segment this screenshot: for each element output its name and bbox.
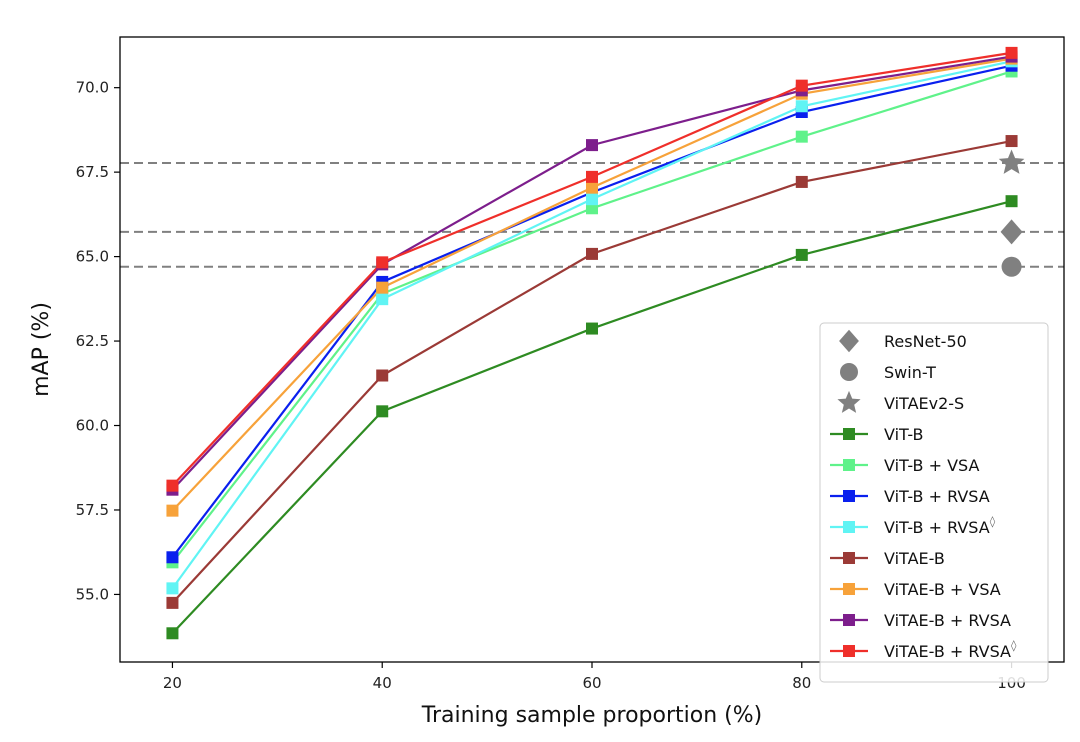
series-5-point — [586, 247, 598, 260]
x-tick-label: 60 — [582, 674, 601, 692]
legend-marker-series-2 — [843, 459, 855, 471]
reference-marker-resnet-50 — [1000, 219, 1023, 245]
x-tick-label: 20 — [163, 674, 182, 692]
legend: ResNet-50 Swin-T ViTAEv2-S ViT-B ViT-B + VSA… — [819, 322, 1049, 683]
y-tick-label: 60.0 — [76, 417, 109, 435]
y-tick-label: 57.5 — [76, 501, 109, 519]
series-5-point — [166, 596, 179, 609]
legend-marker-swin-t — [840, 363, 858, 381]
reference-marker-swin-t — [1001, 256, 1022, 277]
series-5-point — [376, 369, 389, 382]
legend-label: ViTAEv2-S — [884, 394, 964, 413]
legend-marker-vitaev2-s — [837, 390, 861, 413]
series-5-point — [1005, 135, 1018, 148]
legend-label: ViTAE-B + VSA — [884, 580, 1001, 599]
y-tick-label: 62.5 — [76, 332, 109, 350]
legend-label: ResNet-50 — [884, 332, 967, 351]
series-1-point — [586, 322, 598, 335]
series-8-point — [586, 170, 598, 183]
legend-label: ViT-B + VSA — [884, 456, 980, 475]
y-tick-label: 70.0 — [76, 79, 109, 97]
series-2-point — [795, 130, 808, 143]
legend-marker-series-3 — [843, 490, 855, 502]
series-6-point — [586, 181, 598, 194]
reference-marker-vitaev2-s — [998, 149, 1025, 174]
series-6-point — [166, 504, 179, 517]
series-4-point — [166, 582, 179, 595]
legend-label: ViTAE-B + RVSA◊ — [884, 639, 1017, 661]
series-1-point — [795, 248, 808, 261]
legend-marker-series-7 — [843, 614, 855, 626]
series-3-point — [166, 551, 179, 564]
series-6-point — [376, 281, 389, 294]
legend-superscript: ◊ — [990, 515, 996, 528]
series-8-point — [166, 479, 179, 492]
series-4-point — [795, 100, 808, 113]
series-1-point — [376, 405, 389, 418]
legend-marker-series-5 — [843, 552, 855, 564]
series-1-point — [166, 627, 179, 640]
series-8-point — [376, 256, 389, 269]
legend-marker-series-6 — [843, 583, 855, 595]
series-1-point — [1005, 195, 1018, 208]
series-8-point — [1005, 46, 1018, 59]
series-2-point — [586, 202, 598, 215]
y-tick-label: 67.5 — [76, 163, 109, 181]
x-tick-label: 40 — [373, 674, 392, 692]
legend-label: ViT-B + RVSA — [884, 487, 990, 506]
y-tick-label: 65.0 — [76, 248, 109, 266]
legend-box — [819, 322, 1049, 683]
legend-superscript: ◊ — [1011, 639, 1017, 652]
legend-marker-resnet-50 — [839, 329, 859, 353]
legend-label: ViT-B — [884, 425, 924, 444]
legend-marker-series-8 — [843, 645, 855, 657]
legend-label: ViTAE-B — [884, 549, 945, 568]
legend-label: Swin-T — [884, 363, 936, 382]
series-8-point — [795, 79, 808, 92]
x-axis-label: Training sample proportion (%) — [421, 703, 762, 728]
y-axis-label: mAP (%) — [29, 302, 54, 397]
legend-marker-series-4 — [843, 521, 855, 533]
series-4-point — [376, 293, 389, 306]
y-tick-label: 55.0 — [76, 585, 109, 603]
series-7-point — [586, 139, 598, 152]
series-5-point — [795, 175, 808, 188]
legend-label: ViTAE-B + RVSA — [884, 611, 1011, 630]
legend-marker-series-1 — [843, 428, 855, 440]
legend-label: ViT-B + RVSA◊ — [884, 515, 996, 537]
series-4-point — [586, 193, 598, 206]
x-tick-label: 80 — [792, 674, 811, 692]
